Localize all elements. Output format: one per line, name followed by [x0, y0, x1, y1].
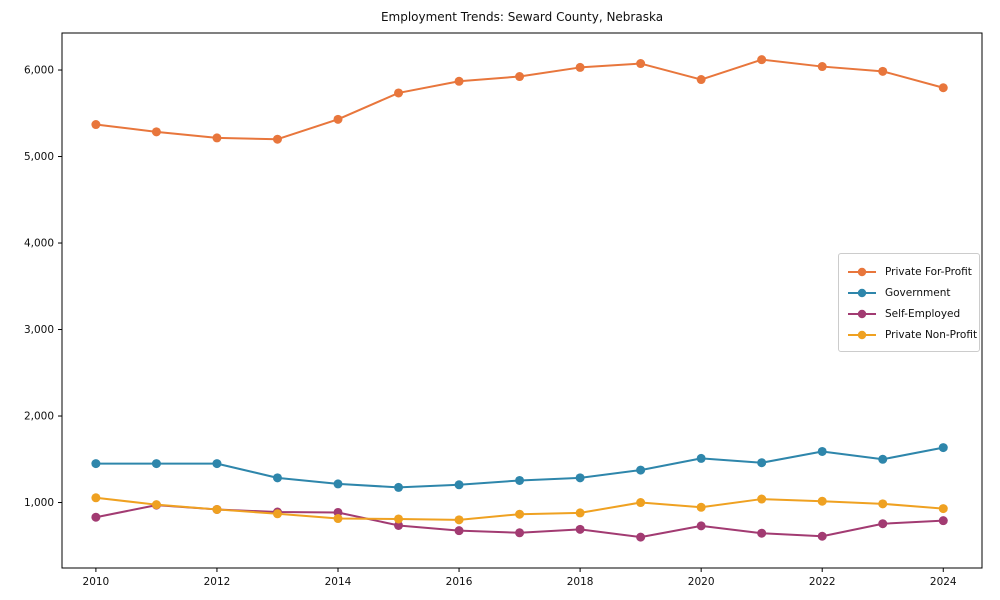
data-point-government-2016 [454, 480, 464, 490]
data-point-self-employed-2022 [817, 531, 827, 541]
data-point-private-non-profit-2022 [817, 496, 827, 506]
data-point-private-non-profit-2024 [938, 504, 948, 514]
data-point-self-employed-2024 [938, 516, 948, 526]
legend-item-government: Government [847, 282, 971, 303]
legend-marker-icon [848, 309, 876, 318]
data-point-government-2020 [696, 453, 706, 463]
legend-item-private-for-profit: Private For-Profit [847, 261, 972, 282]
legend-dot [857, 288, 867, 297]
data-point-private-for-profit-2014 [333, 114, 343, 124]
data-point-self-employed-2019 [636, 532, 646, 542]
data-point-private-non-profit-2010 [91, 493, 101, 503]
axes-frame [61, 32, 983, 569]
data-point-private-for-profit-2019 [636, 59, 646, 69]
data-point-private-for-profit-2018 [575, 62, 585, 72]
data-point-government-2013 [272, 473, 282, 483]
line-private-for-profit [94, 58, 945, 141]
data-point-self-employed-2018 [575, 524, 585, 534]
legend-item-self-employed: Self-Employed [847, 303, 971, 324]
data-point-government-2022 [817, 446, 827, 456]
data-point-government-2023 [878, 454, 888, 464]
data-point-private-for-profit-2011 [151, 127, 161, 137]
data-point-private-for-profit-2013 [272, 134, 282, 144]
data-point-government-2019 [636, 465, 646, 475]
data-point-private-non-profit-2011 [151, 500, 161, 510]
data-point-private-non-profit-2021 [757, 494, 767, 504]
data-point-private-for-profit-2023 [878, 66, 888, 76]
data-point-private-non-profit-2012 [212, 504, 222, 514]
data-point-self-employed-2017 [515, 528, 525, 538]
legend-dot [857, 330, 867, 339]
y-tick-label: 4,000 [24, 238, 54, 250]
data-point-government-2011 [151, 459, 161, 469]
y-tick-label: 2,000 [24, 411, 54, 423]
legend-marker-icon [848, 330, 876, 339]
y-tick-label: 6,000 [24, 65, 54, 77]
data-point-private-non-profit-2020 [696, 502, 706, 512]
legend-marker-icon [848, 267, 876, 276]
chart-title: Employment Trends: Seward County, Nebras… [380, 10, 664, 24]
x-tick-label: 2022 [809, 576, 836, 588]
x-tick-label: 2018 [567, 576, 594, 588]
legend-label: Government [885, 286, 951, 299]
legend-label: Self-Employed [885, 307, 961, 320]
data-point-private-for-profit-2012 [212, 133, 222, 143]
legend-item-private-non-profit: Private Non-Profit [847, 324, 977, 345]
data-point-government-2014 [333, 479, 343, 489]
data-point-government-2024 [938, 443, 948, 453]
data-point-self-employed-2021 [757, 528, 767, 538]
x-tick-label: 2010 [83, 576, 110, 588]
data-point-government-2012 [212, 459, 222, 469]
x-tick-label: 2014 [325, 576, 352, 588]
x-tick-label: 2020 [688, 576, 715, 588]
data-point-private-non-profit-2019 [636, 498, 646, 508]
data-point-self-employed-2015 [394, 520, 404, 530]
data-point-government-2010 [91, 459, 101, 469]
legend-label: Private Non-Profit [885, 328, 978, 341]
data-point-private-non-profit-2013 [272, 509, 282, 519]
legend-marker-icon [848, 288, 876, 297]
data-point-private-non-profit-2014 [333, 514, 343, 524]
y-tick-label: 3,000 [24, 324, 54, 336]
legend-dot [857, 267, 867, 276]
data-point-government-2017 [515, 475, 525, 485]
legend-label: Private For-Profit [885, 265, 972, 278]
data-point-government-2015 [394, 482, 404, 492]
data-point-private-non-profit-2023 [878, 499, 888, 509]
legend: Private For-Profit Government Self-Employe… [838, 253, 980, 352]
x-tick-label: 2016 [446, 576, 473, 588]
data-point-government-2021 [757, 458, 767, 468]
data-point-private-for-profit-2016 [454, 76, 464, 86]
data-point-private-non-profit-2018 [575, 508, 585, 518]
data-point-private-non-profit-2017 [515, 509, 525, 519]
data-point-private-non-profit-2015 [394, 514, 404, 524]
data-point-private-for-profit-2010 [91, 120, 101, 130]
data-point-self-employed-2016 [454, 526, 464, 536]
data-point-private-for-profit-2024 [938, 83, 948, 93]
y-tick-label: 1,000 [24, 497, 54, 509]
data-point-self-employed-2023 [878, 519, 888, 529]
data-point-private-for-profit-2015 [394, 88, 404, 98]
x-tick-label: 2012 [204, 576, 231, 588]
y-tick-label: 5,000 [24, 151, 54, 163]
data-point-private-for-profit-2017 [515, 72, 525, 82]
x-tick-label: 2024 [930, 576, 957, 588]
data-point-private-for-profit-2022 [817, 62, 827, 72]
data-point-private-for-profit-2021 [757, 55, 767, 65]
data-point-private-non-profit-2016 [454, 515, 464, 525]
data-point-self-employed-2020 [696, 521, 706, 531]
data-point-private-for-profit-2020 [696, 75, 706, 85]
data-point-government-2018 [575, 473, 585, 483]
data-point-self-employed-2010 [91, 512, 101, 522]
legend-dot [857, 309, 867, 318]
